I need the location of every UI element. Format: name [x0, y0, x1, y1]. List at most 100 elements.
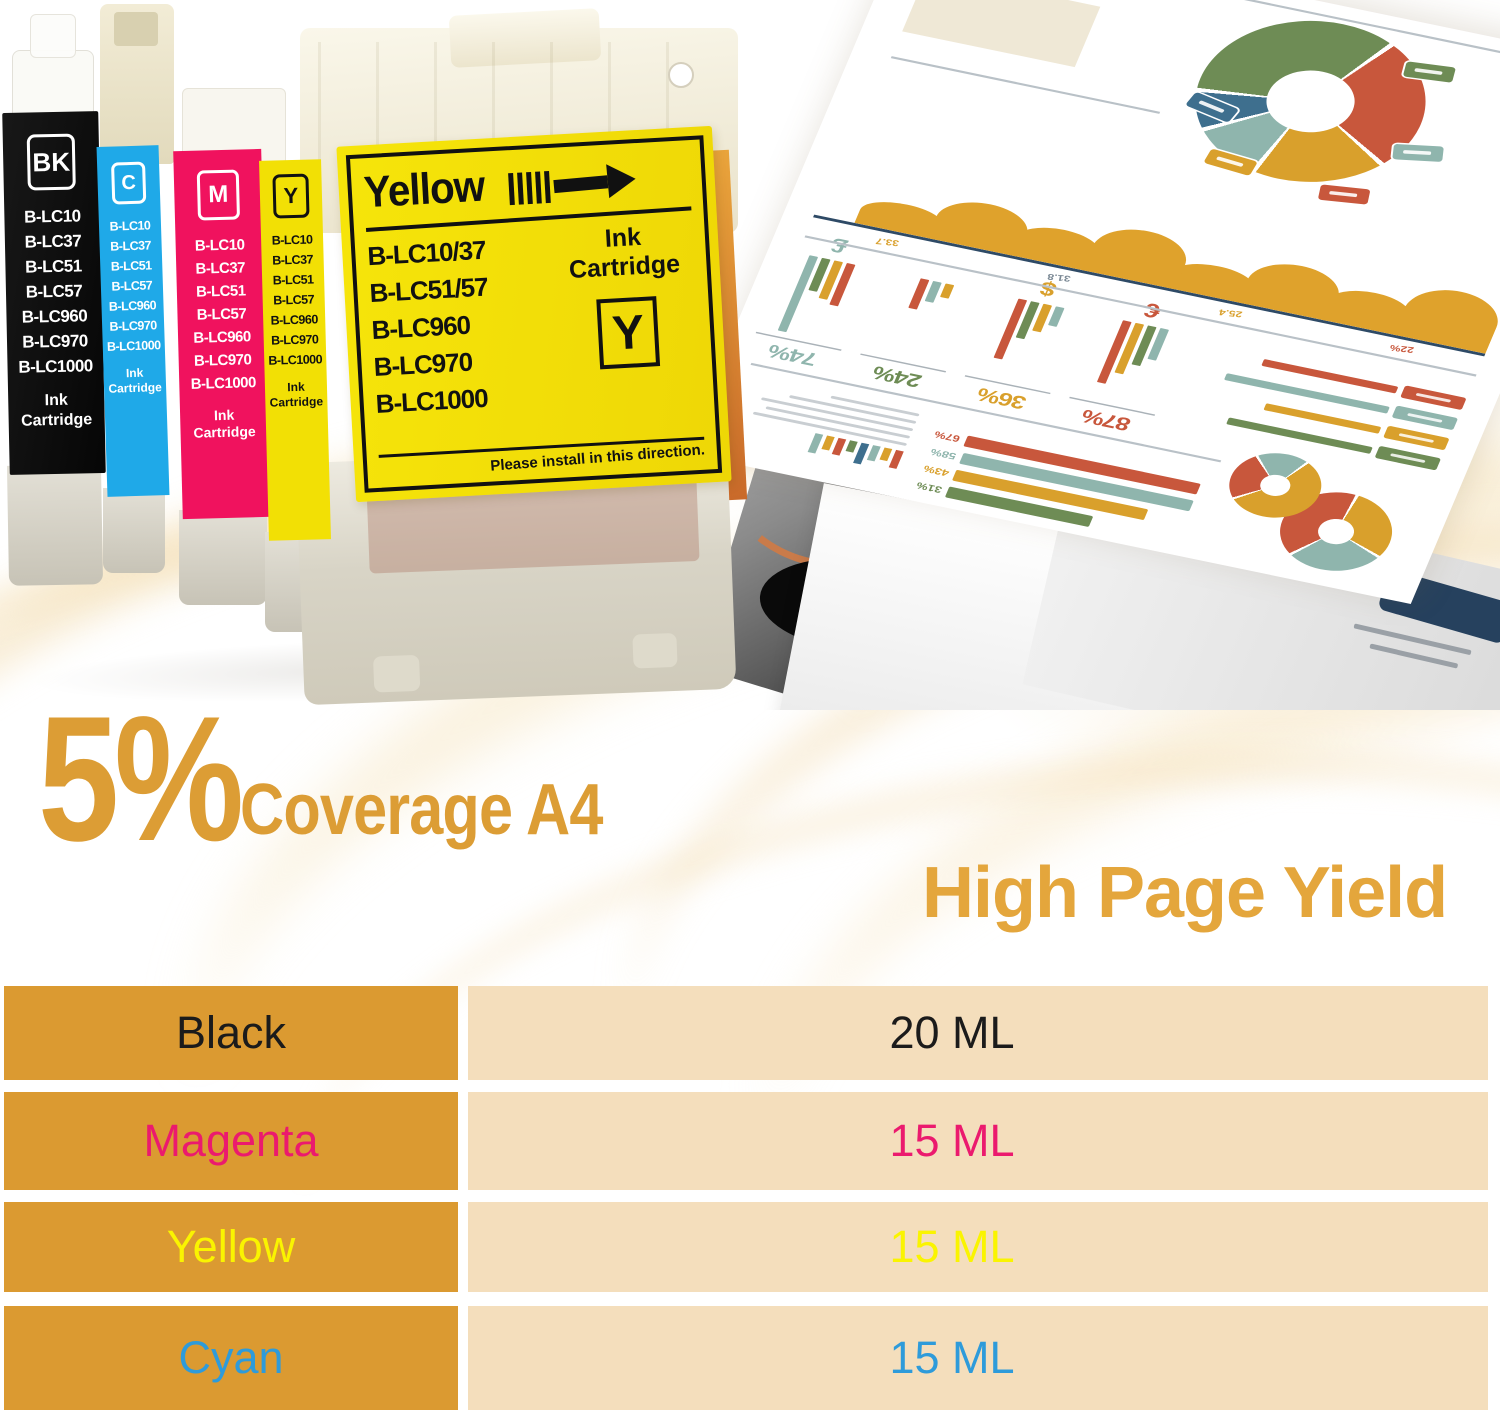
badge-m: M — [196, 169, 241, 221]
volume-cell: 15 ML — [468, 1202, 1488, 1292]
bar — [821, 435, 835, 451]
cartridge-base — [103, 488, 165, 573]
model-number: B-LC10 — [271, 232, 313, 248]
black-cartridge-label: BK B-LC10 B-LC37 B-LC51 B-LC57 B-LC960 B-LC97… — [2, 111, 106, 475]
model-number: B-LC1000 — [106, 338, 161, 354]
volume-cell: 15 ML — [468, 1306, 1488, 1410]
table-row: Magenta 15 ML — [4, 1092, 1488, 1190]
bar — [879, 447, 893, 462]
bar-cluster — [861, 273, 982, 367]
donut-hole — [1256, 472, 1294, 499]
model-number: B-LC37 — [272, 252, 314, 268]
badge-y: Y — [272, 173, 310, 219]
bar — [939, 283, 955, 299]
badge-bk: BK — [26, 133, 76, 191]
cartridge-cap — [100, 4, 174, 164]
bar-value: 67% — [932, 429, 962, 445]
bar-value: 31% — [914, 480, 944, 496]
bar-value: 58% — [928, 446, 958, 463]
label-tag — [1374, 445, 1442, 471]
bar-value: 43% — [921, 463, 951, 479]
yellow-cartridge-front-label: Yellow B-LC10/37 B-LC51/57 B-LC960 B-LC970 B… — [336, 125, 732, 503]
callout-tag — [1390, 142, 1447, 164]
wave-bump — [1082, 221, 1196, 290]
ink-cartridge-label: Ink Cartridge — [269, 379, 324, 410]
cartridge-knob — [30, 14, 76, 58]
beige-panel — [902, 0, 1101, 68]
ink-cartridges-photo: BK B-LC10 B-LC37 B-LC51 B-LC57 B-LC960 B-LC97… — [0, 0, 770, 720]
bar — [778, 255, 819, 333]
model-number: B-LC37 — [24, 231, 82, 252]
bar — [888, 449, 904, 469]
model-number: B-LC57 — [25, 281, 83, 302]
model-number: B-LC51/57 — [368, 271, 489, 309]
model-number: B-LC960 — [193, 328, 251, 347]
magenta-cartridge-label: M B-LC10 B-LC37 B-LC51 B-LC57 B-LC960 B-LC970… — [173, 148, 271, 520]
model-number: B-LC970 — [109, 318, 157, 334]
model-number: B-LC51 — [24, 256, 82, 277]
badge-y-boxed: Y — [596, 296, 661, 370]
bar — [831, 437, 847, 456]
bar — [845, 440, 858, 453]
stat-percent: 24% — [869, 362, 925, 393]
label-tag — [1391, 405, 1459, 431]
volume-cell: 20 ML — [468, 986, 1488, 1080]
model-number: B-LC57 — [111, 278, 153, 294]
label-tag — [1383, 425, 1450, 451]
bar — [908, 278, 930, 310]
model-number: B-LC37 — [195, 259, 246, 278]
ink-cartridge-label: Ink Cartridge — [20, 391, 93, 430]
model-number: B-LC970 — [270, 332, 319, 348]
table-row: Yellow 15 ML — [4, 1202, 1488, 1292]
model-number: B-LC970 — [22, 331, 88, 352]
model-number: B-LC10 — [23, 206, 81, 227]
label-frame: Yellow B-LC10/37 B-LC51/57 B-LC960 B-LC970 B… — [345, 135, 723, 493]
tick-label: 25.4 — [1217, 307, 1243, 320]
bar-cluster — [966, 294, 1087, 388]
table-row: Black 20 ML — [4, 986, 1488, 1080]
cyan-cartridge-label: C B-LC10 B-LC37 B-LC51 B-LC57 B-LC960 B-LC970… — [96, 145, 170, 497]
ink-cartridge-label: Ink Cartridge — [568, 222, 681, 284]
stat-percent: 36% — [973, 383, 1030, 414]
yellow-cartridge-side-label: Y B-LC10 B-LC37 B-LC51 B-LC57 B-LC960 B-LC970… — [259, 159, 331, 541]
color-name-cell: Yellow — [4, 1202, 458, 1292]
model-number: B-LC970 — [193, 351, 252, 370]
model-number: B-LC960 — [108, 298, 157, 314]
ink-cartridge-label: Ink Cartridge — [193, 406, 256, 441]
bar — [807, 433, 824, 454]
model-number: B-LC1000 — [18, 356, 93, 377]
label-right-column: Ink Cartridge Y — [552, 220, 704, 444]
model-list: B-LC10 B-LC37 B-LC51 B-LC57 B-LC960 B-LC970 B-… — [175, 233, 267, 396]
model-list: B-LC10/37 B-LC51/57 B-LC960 B-LC970 B-LC1000 — [367, 232, 497, 455]
color-name-cell: Magenta — [4, 1092, 458, 1190]
coverage-percent-headline: 5% — [38, 679, 244, 878]
cap-hole — [114, 12, 158, 46]
cartridge-foot — [372, 654, 421, 693]
coverage-a4-headline: Coverage A4 — [240, 770, 603, 850]
color-name-cell: Cyan — [4, 1306, 458, 1410]
model-number: B-LC10 — [194, 236, 245, 255]
model-number: B-LC51 — [110, 258, 152, 274]
badge-c: C — [111, 161, 147, 205]
label-body: B-LC10/37 B-LC51/57 B-LC960 B-LC970 B-LC1000… — [367, 220, 705, 455]
table-row: Cyan 15 ML — [4, 1306, 1488, 1410]
color-name-cell: Black — [4, 986, 458, 1080]
bar-cluster — [757, 251, 878, 345]
stat-percent: 87% — [1078, 405, 1134, 436]
donut-hole — [1313, 515, 1359, 548]
vent-hole — [668, 62, 694, 88]
model-number: B-LC37 — [110, 238, 152, 254]
stripes-icon — [508, 170, 551, 206]
label-title-row: Yellow — [363, 150, 691, 218]
model-number: B-LC960 — [270, 312, 318, 328]
tick-label: 22% — [1388, 342, 1415, 355]
model-number: B-LC1000 — [268, 352, 323, 368]
label-tag — [1400, 385, 1467, 411]
wave-bump — [1237, 256, 1348, 322]
cartridge-base — [179, 510, 267, 605]
label-title: Yellow — [362, 161, 486, 218]
cartridge-base — [6, 464, 104, 586]
arrow-right-icon — [552, 161, 638, 203]
model-number: B-LC57 — [196, 305, 247, 324]
model-number: B-LC1000 — [374, 382, 489, 419]
